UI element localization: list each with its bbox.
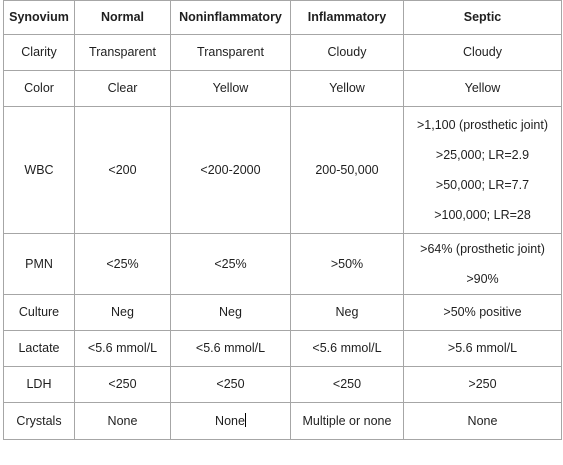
cell-text: None (215, 414, 245, 428)
header-noninflammatory: Noninflammatory (170, 0, 291, 35)
cell-inflammatory[interactable]: Cloudy (290, 34, 404, 71)
cell-septic[interactable]: >50% positive (403, 294, 562, 331)
row-label[interactable]: Culture (3, 294, 75, 331)
cell-noninflammatory[interactable]: <25% (170, 233, 291, 295)
cell-septic[interactable]: >1,100 (prosthetic joint) >25,000; LR=2.… (403, 106, 562, 234)
cell-septic[interactable]: >5.6 mmol/L (403, 330, 562, 367)
cell-inflammatory[interactable]: 200-50,000 (290, 106, 404, 234)
row-label[interactable]: Clarity (3, 34, 75, 71)
cell-normal[interactable]: Clear (74, 70, 171, 107)
header-synovium: Synovium (3, 0, 75, 35)
septic-line: >25,000; LR=2.9 (435, 148, 530, 162)
row-clarity: Clarity Transparent Transparent Cloudy C… (3, 34, 562, 71)
septic-line: >90% (466, 272, 499, 286)
cell-inflammatory[interactable]: Neg (290, 294, 404, 331)
septic-line: >64% (prosthetic joint) (420, 242, 545, 256)
cell-normal[interactable]: None (74, 402, 171, 440)
row-label[interactable]: Crystals (3, 402, 75, 440)
cell-septic[interactable]: Cloudy (403, 34, 562, 71)
cell-noninflammatory[interactable]: <250 (170, 366, 291, 403)
cell-inflammatory[interactable]: <250 (290, 366, 404, 403)
cell-noninflammatory[interactable]: Yellow (170, 70, 291, 107)
synovial-fluid-table: Synovium Normal Noninflammatory Inflamma… (3, 0, 562, 440)
header-inflammatory: Inflammatory (290, 0, 404, 35)
cell-inflammatory[interactable]: <5.6 mmol/L (290, 330, 404, 367)
row-label[interactable]: Lactate (3, 330, 75, 367)
cell-normal[interactable]: <250 (74, 366, 171, 403)
row-crystals: Crystals None None Multiple or none None (3, 402, 562, 440)
header-septic: Septic (403, 0, 562, 35)
cell-normal[interactable]: <5.6 mmol/L (74, 330, 171, 367)
header-row: Synovium Normal Noninflammatory Inflamma… (3, 0, 562, 35)
cell-inflammatory[interactable]: Multiple or none (290, 402, 404, 440)
cell-normal[interactable]: <200 (74, 106, 171, 234)
cell-septic[interactable]: >64% (prosthetic joint) >90% (403, 233, 562, 295)
row-pmn: PMN <25% <25% >50% >64% (prosthetic join… (3, 233, 562, 295)
cell-septic[interactable]: >250 (403, 366, 562, 403)
row-culture: Culture Neg Neg Neg >50% positive (3, 294, 562, 331)
row-label[interactable]: WBC (3, 106, 75, 234)
septic-line: >100,000; LR=28 (434, 208, 531, 222)
row-label[interactable]: LDH (3, 366, 75, 403)
cell-normal[interactable]: Neg (74, 294, 171, 331)
cell-noninflammatory[interactable]: Transparent (170, 34, 291, 71)
row-label[interactable]: PMN (3, 233, 75, 295)
row-ldh: LDH <250 <250 <250 >250 (3, 366, 562, 403)
row-lactate: Lactate <5.6 mmol/L <5.6 mmol/L <5.6 mmo… (3, 330, 562, 367)
document-page: Synovium Normal Noninflammatory Inflamma… (3, 0, 562, 440)
cell-noninflammatory[interactable]: None (170, 402, 291, 440)
cell-noninflammatory[interactable]: <200-2000 (170, 106, 291, 234)
cell-septic[interactable]: Yellow (403, 70, 562, 107)
cell-inflammatory[interactable]: >50% (290, 233, 404, 295)
cell-noninflammatory[interactable]: <5.6 mmol/L (170, 330, 291, 367)
cell-septic[interactable]: None (403, 402, 562, 440)
cell-normal[interactable]: Transparent (74, 34, 171, 71)
row-label[interactable]: Color (3, 70, 75, 107)
cell-inflammatory[interactable]: Yellow (290, 70, 404, 107)
header-normal: Normal (74, 0, 171, 35)
septic-line: >1,100 (prosthetic joint) (417, 118, 548, 132)
septic-line: >50,000; LR=7.7 (435, 178, 530, 192)
cell-normal[interactable]: <25% (74, 233, 171, 295)
row-wbc: WBC <200 <200-2000 200-50,000 >1,100 (pr… (3, 106, 562, 234)
row-color: Color Clear Yellow Yellow Yellow (3, 70, 562, 107)
cell-noninflammatory[interactable]: Neg (170, 294, 291, 331)
text-cursor (244, 413, 246, 427)
